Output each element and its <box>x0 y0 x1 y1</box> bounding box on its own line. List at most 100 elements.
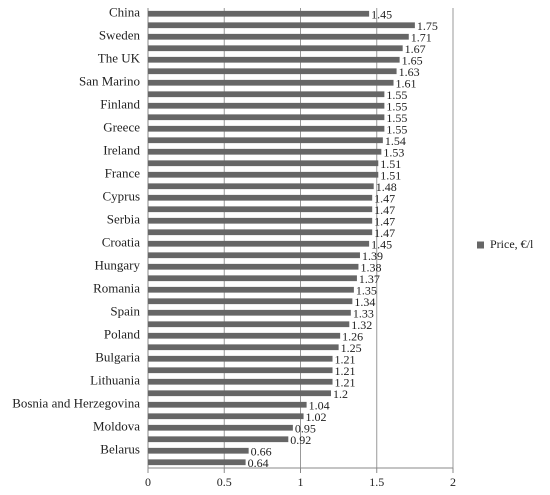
data-label: 1.45 <box>371 8 392 22</box>
data-label: 1.04 <box>309 399 330 413</box>
y-tick-label: Belarus <box>100 442 140 457</box>
data-label: 1.55 <box>386 100 407 114</box>
bar <box>148 68 397 75</box>
data-label: 1.51 <box>380 157 401 171</box>
data-label: 1.53 <box>383 146 404 160</box>
data-label: 1.47 <box>374 192 395 206</box>
data-label: 1.47 <box>374 215 395 229</box>
bar <box>148 183 374 190</box>
legend-label: Price, €/l <box>490 237 534 251</box>
bar <box>148 22 415 29</box>
bar <box>148 114 385 121</box>
bar <box>148 298 353 305</box>
x-tick-label: 0.5 <box>217 475 232 489</box>
bar <box>148 413 304 420</box>
legend-swatch <box>477 241 484 249</box>
data-label: 0.92 <box>290 433 311 447</box>
x-tick-label: 1.5 <box>369 475 384 489</box>
y-tick-label: Poland <box>104 327 141 342</box>
data-label: 1.71 <box>411 31 432 45</box>
data-label: 1.47 <box>374 226 395 240</box>
data-label: 1.61 <box>396 77 417 91</box>
y-tick-label: San Marino <box>79 74 140 89</box>
data-label: 1.21 <box>335 376 356 390</box>
y-tick-label: China <box>109 5 140 20</box>
bar <box>148 137 383 144</box>
y-tick-label: Bosnia and Herzegovina <box>12 396 140 411</box>
data-label: 1.39 <box>362 249 383 263</box>
bar <box>148 332 341 339</box>
bar <box>148 148 382 155</box>
x-tick-label: 1 <box>298 475 304 489</box>
data-label: 1.37 <box>359 272 380 286</box>
y-tick-label: Finland <box>100 97 140 112</box>
bar <box>148 436 289 443</box>
y-tick-label: France <box>105 166 141 181</box>
bar <box>148 344 339 351</box>
data-label: 1.48 <box>376 180 397 194</box>
bar <box>148 252 360 259</box>
data-label: 1.67 <box>405 42 426 56</box>
y-tick-label: Greece <box>103 120 140 135</box>
data-label: 1.45 <box>371 238 392 252</box>
data-label: 1.26 <box>342 330 363 344</box>
data-label: 1.34 <box>354 295 375 309</box>
data-label: 1.25 <box>341 341 362 355</box>
bar <box>148 10 370 17</box>
bar <box>148 401 307 408</box>
data-label: 1.54 <box>385 134 406 148</box>
y-tick-label: Cyprus <box>102 189 140 204</box>
bar <box>148 91 385 98</box>
bar <box>148 45 403 52</box>
bar <box>148 286 354 293</box>
data-label: 0.95 <box>295 422 316 436</box>
bar <box>148 79 394 86</box>
bar <box>148 263 359 270</box>
data-label: 1.55 <box>386 123 407 137</box>
data-label: 1.55 <box>386 111 407 125</box>
data-label: 1.65 <box>402 54 423 68</box>
bar <box>148 355 333 362</box>
y-tick-label: The UK <box>98 51 141 66</box>
data-label: 0.64 <box>248 456 269 470</box>
x-tick-label: 0 <box>145 475 151 489</box>
data-label: 1.47 <box>374 203 395 217</box>
bar <box>148 229 373 236</box>
data-label: 1.02 <box>306 410 327 424</box>
bar <box>148 33 409 40</box>
y-tick-label: Bulgaria <box>95 350 140 365</box>
data-label: 1.32 <box>351 318 372 332</box>
y-tick-label: Lithuania <box>90 373 140 388</box>
y-tick-label: Moldova <box>93 419 140 434</box>
bar <box>148 378 333 385</box>
bar <box>148 102 385 109</box>
data-label: 1.33 <box>353 307 374 321</box>
data-label: 1.55 <box>386 88 407 102</box>
bar <box>148 309 351 316</box>
data-label: 1.38 <box>360 261 381 275</box>
bar <box>148 447 249 454</box>
bar <box>148 171 379 178</box>
bar <box>148 424 293 431</box>
data-label: 1.63 <box>399 65 420 79</box>
bar <box>148 240 370 247</box>
y-tick-label: Romania <box>93 281 140 296</box>
bar <box>148 459 246 466</box>
y-tick-label: Hungary <box>95 258 141 273</box>
bar <box>148 206 373 213</box>
data-label: 0.66 <box>251 445 272 459</box>
bar <box>148 160 379 167</box>
y-tick-label: Serbia <box>107 212 140 227</box>
data-label: 1.75 <box>417 19 438 33</box>
bar <box>148 217 373 224</box>
bar <box>148 125 385 132</box>
y-tick-label: Croatia <box>102 235 140 250</box>
bar <box>148 56 400 63</box>
data-label: 1.21 <box>335 364 356 378</box>
data-label: 1.21 <box>335 353 356 367</box>
y-tick-label: Sweden <box>99 28 141 43</box>
data-label: 1.2 <box>333 387 348 401</box>
data-label: 1.51 <box>380 169 401 183</box>
bar <box>148 390 331 397</box>
data-label: 1.35 <box>356 284 377 298</box>
